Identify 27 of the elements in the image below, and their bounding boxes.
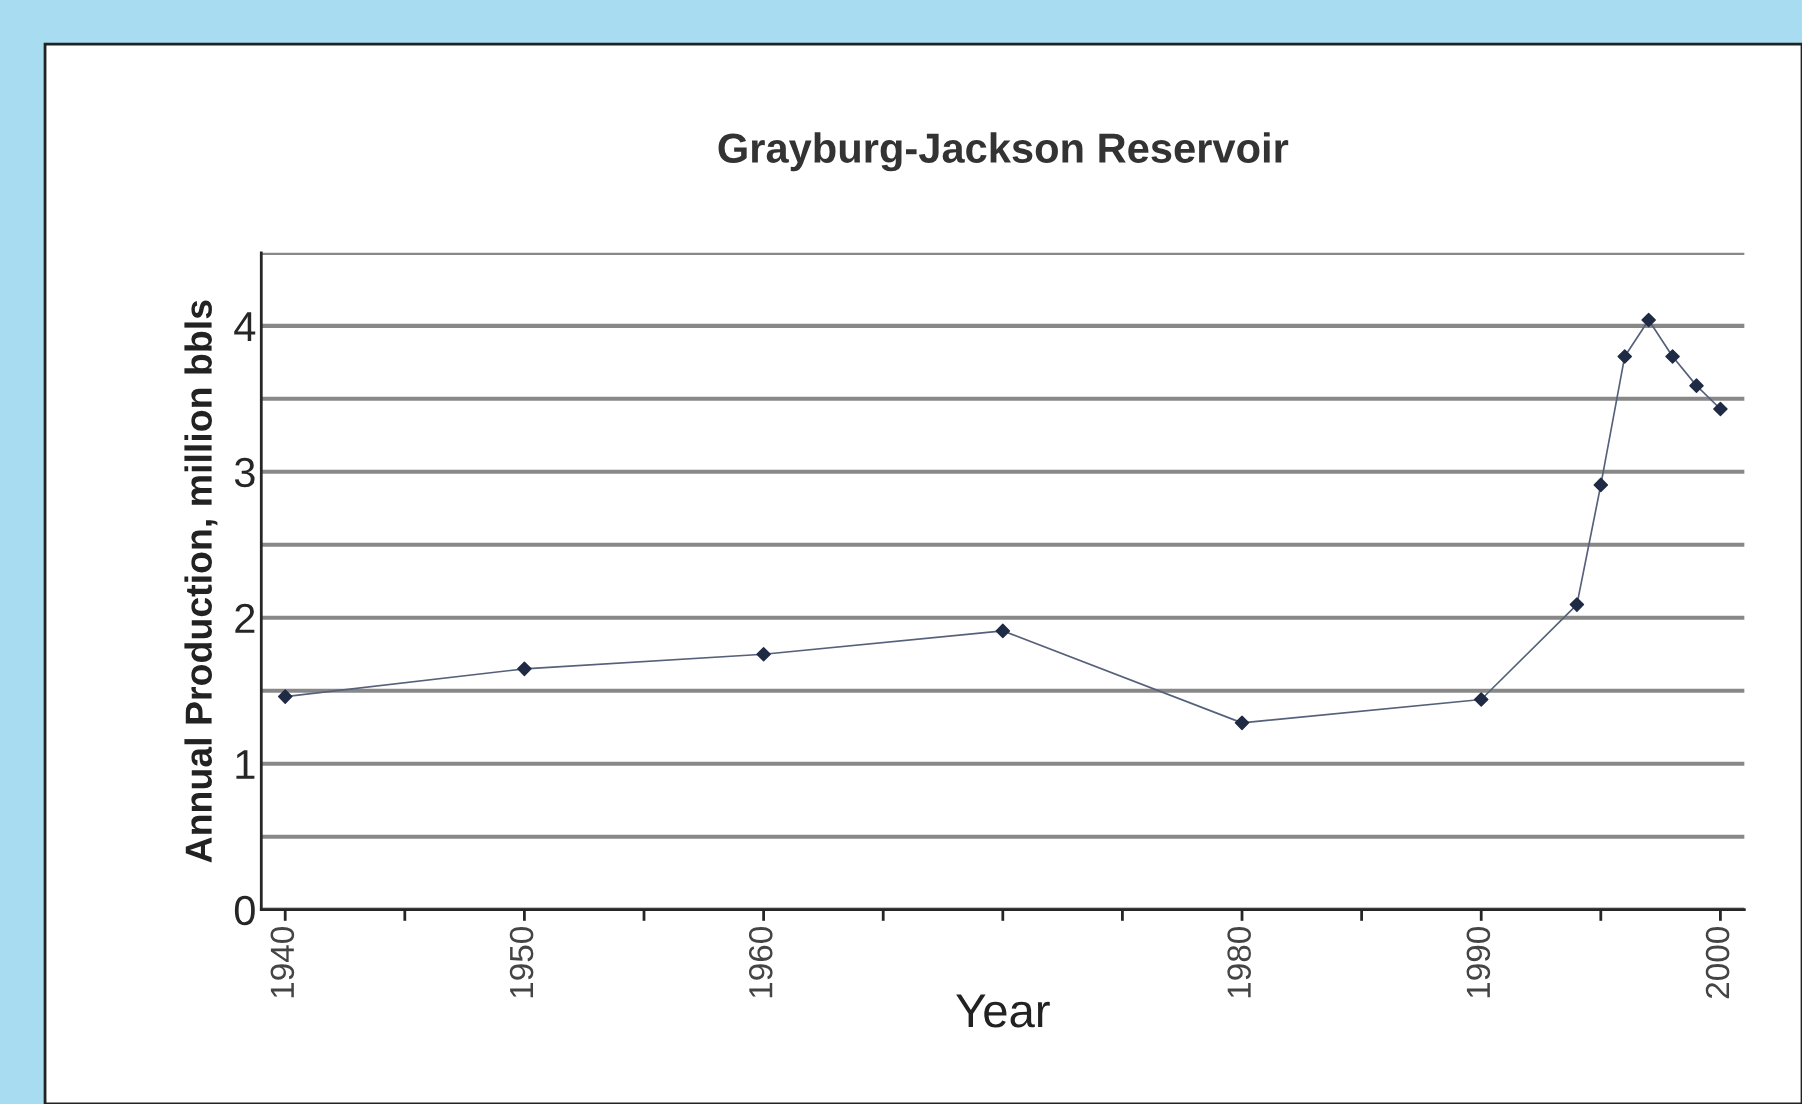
- point: [1234, 715, 1250, 731]
- point: [756, 646, 771, 662]
- y-tick-label: 3: [234, 457, 255, 488]
- x-tick-label: 1950: [509, 926, 534, 998]
- point: [517, 661, 532, 677]
- point: [1593, 477, 1609, 493]
- point: [995, 623, 1011, 639]
- chart-title: Grayburg-Jackson Reservoir: [718, 132, 1289, 172]
- y-tick-label: 0: [234, 895, 255, 926]
- point: [1689, 378, 1704, 393]
- point: [1665, 349, 1680, 364]
- x-tick-label: 1980: [1227, 926, 1251, 998]
- y-tick-label: 1: [236, 750, 255, 779]
- y-axis-title: Annual Production, million bbls: [184, 300, 218, 863]
- point: [1713, 401, 1728, 417]
- x-tick-label: 1960: [748, 926, 773, 998]
- y-tick-label: 4: [234, 312, 256, 341]
- point: [1473, 692, 1489, 707]
- x-tick-label: 2000: [1705, 926, 1730, 999]
- y-tick-label: 2: [235, 603, 255, 633]
- point: [1617, 349, 1633, 364]
- point: [1641, 312, 1656, 328]
- point: [1569, 597, 1585, 612]
- x-tick-label: 1990: [1466, 926, 1491, 998]
- x-tick-label: 1940: [270, 926, 295, 998]
- point: [277, 689, 293, 704]
- x-axis-title: Year: [956, 994, 1050, 1028]
